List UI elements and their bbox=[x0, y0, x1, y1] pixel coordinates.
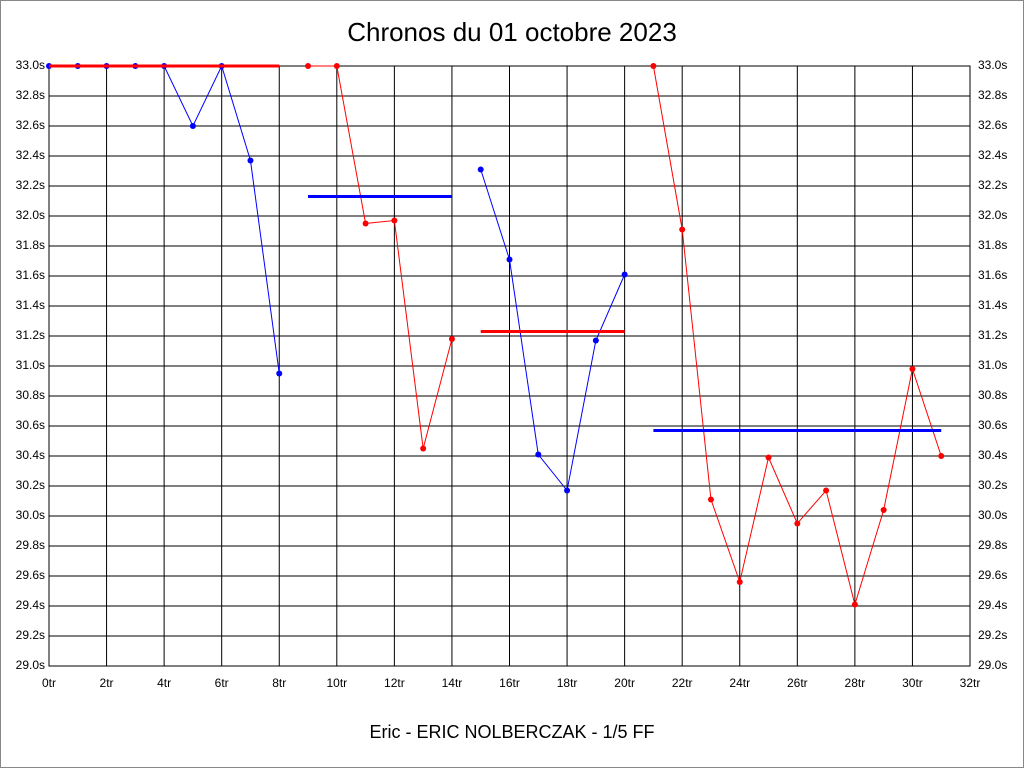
data-point bbox=[909, 366, 916, 372]
y-tick-label: 29.2s bbox=[16, 628, 45, 642]
y2-tick-label: 32.6s bbox=[978, 118, 1007, 132]
y2-tick-label: 30.4s bbox=[978, 448, 1007, 462]
y-tick-label: 31.6s bbox=[16, 268, 45, 282]
y2-tick-label: 30.2s bbox=[978, 478, 1007, 492]
data-point bbox=[679, 226, 686, 233]
data-point bbox=[477, 166, 484, 173]
x-tick-label: 24tr bbox=[729, 676, 750, 690]
y2-tick-label: 29.8s bbox=[978, 538, 1007, 552]
data-point bbox=[305, 63, 312, 69]
x-axis-label: Eric - ERIC NOLBERCZAK - 1/5 FF bbox=[369, 722, 654, 742]
data-point bbox=[707, 496, 714, 503]
data-line bbox=[480, 169, 626, 492]
data-point bbox=[391, 217, 398, 224]
y-tick-label: 30.2s bbox=[16, 478, 45, 492]
y-tick-label: 30.0s bbox=[16, 508, 45, 522]
y-tick-label: 33.0s bbox=[16, 58, 45, 72]
y-tick-label: 30.8s bbox=[16, 388, 45, 402]
data-point bbox=[448, 336, 455, 342]
x-tick-label: 8tr bbox=[272, 676, 286, 690]
data-point bbox=[564, 487, 571, 494]
x-tick-label: 12tr bbox=[384, 676, 405, 690]
chart-title: Chronos du 01 octobre 2023 bbox=[347, 17, 677, 47]
data-point bbox=[247, 157, 254, 164]
x-tick-label: 6tr bbox=[215, 676, 229, 690]
y2-tick-label: 32.0s bbox=[978, 208, 1007, 222]
y-tick-label: 32.2s bbox=[16, 178, 45, 192]
x-tick-label: 10tr bbox=[326, 676, 347, 690]
x-tick-label: 26tr bbox=[787, 676, 808, 690]
y2-tick-label: 30.8s bbox=[978, 388, 1007, 402]
data-point bbox=[189, 123, 196, 129]
data-point bbox=[420, 445, 427, 452]
data-point bbox=[851, 601, 858, 608]
y2-tick-label: 32.4s bbox=[978, 148, 1007, 162]
data-line bbox=[308, 65, 453, 449]
y-tick-label: 31.2s bbox=[16, 328, 45, 342]
y-tick-label: 32.8s bbox=[16, 88, 45, 102]
data-point bbox=[276, 370, 283, 377]
y-tick-label: 30.6s bbox=[16, 418, 45, 432]
data-point bbox=[823, 487, 830, 494]
data-point bbox=[621, 271, 628, 278]
y2-tick-label: 30.0s bbox=[978, 508, 1007, 522]
data-point bbox=[794, 520, 801, 527]
y-tick-label: 31.8s bbox=[16, 238, 45, 252]
y2-tick-label: 29.0s bbox=[978, 658, 1007, 672]
x-tick-label: 20tr bbox=[614, 676, 635, 690]
data-point bbox=[333, 63, 340, 69]
x-tick-label: 14tr bbox=[442, 676, 463, 690]
y2-tick-label: 29.4s bbox=[978, 598, 1007, 612]
y2-tick-label: 31.4s bbox=[978, 298, 1007, 312]
x-tick-label: 18tr bbox=[557, 676, 578, 690]
y2-tick-label: 29.6s bbox=[978, 568, 1007, 582]
x-tick-label: 32tr bbox=[960, 676, 981, 690]
x-tick-label: 0tr bbox=[42, 676, 56, 690]
x-tick-label: 30tr bbox=[902, 676, 923, 690]
y2-tick-label: 29.2s bbox=[978, 628, 1007, 642]
data-point bbox=[592, 337, 599, 344]
data-point bbox=[535, 451, 542, 458]
x-tick-label: 4tr bbox=[157, 676, 171, 690]
data-point bbox=[362, 220, 369, 227]
data-point bbox=[765, 454, 772, 461]
y-tick-label: 29.6s bbox=[16, 568, 45, 582]
y-tick-label: 31.0s bbox=[16, 358, 45, 372]
y-tick-label: 29.8s bbox=[16, 538, 45, 552]
x-tick-label: 28tr bbox=[845, 676, 866, 690]
x-tick-label: 16tr bbox=[499, 676, 520, 690]
x-tick-label: 2tr bbox=[100, 676, 114, 690]
y2-tick-label: 31.8s bbox=[978, 238, 1007, 252]
y2-tick-label: 31.6s bbox=[978, 268, 1007, 282]
data-point bbox=[650, 63, 657, 69]
data-point bbox=[736, 579, 743, 585]
y-tick-label: 32.4s bbox=[16, 148, 45, 162]
y-tick-label: 30.4s bbox=[16, 448, 45, 462]
y-tick-label: 31.4s bbox=[16, 298, 45, 312]
y-tick-label: 29.0s bbox=[16, 658, 45, 672]
y-tick-label: 32.0s bbox=[16, 208, 45, 222]
y-tick-label: 32.6s bbox=[16, 118, 45, 132]
y2-tick-label: 32.2s bbox=[978, 178, 1007, 192]
x-tick-label: 22tr bbox=[672, 676, 693, 690]
y2-tick-label: 31.2s bbox=[978, 328, 1007, 342]
y2-tick-label: 30.6s bbox=[978, 418, 1007, 432]
data-point bbox=[506, 256, 513, 263]
y2-tick-label: 32.8s bbox=[978, 88, 1007, 102]
data-point bbox=[880, 507, 887, 513]
data-point bbox=[938, 453, 945, 459]
y2-tick-label: 33.0s bbox=[978, 58, 1007, 72]
y-tick-label: 29.4s bbox=[16, 598, 45, 612]
y2-tick-label: 31.0s bbox=[978, 358, 1007, 372]
